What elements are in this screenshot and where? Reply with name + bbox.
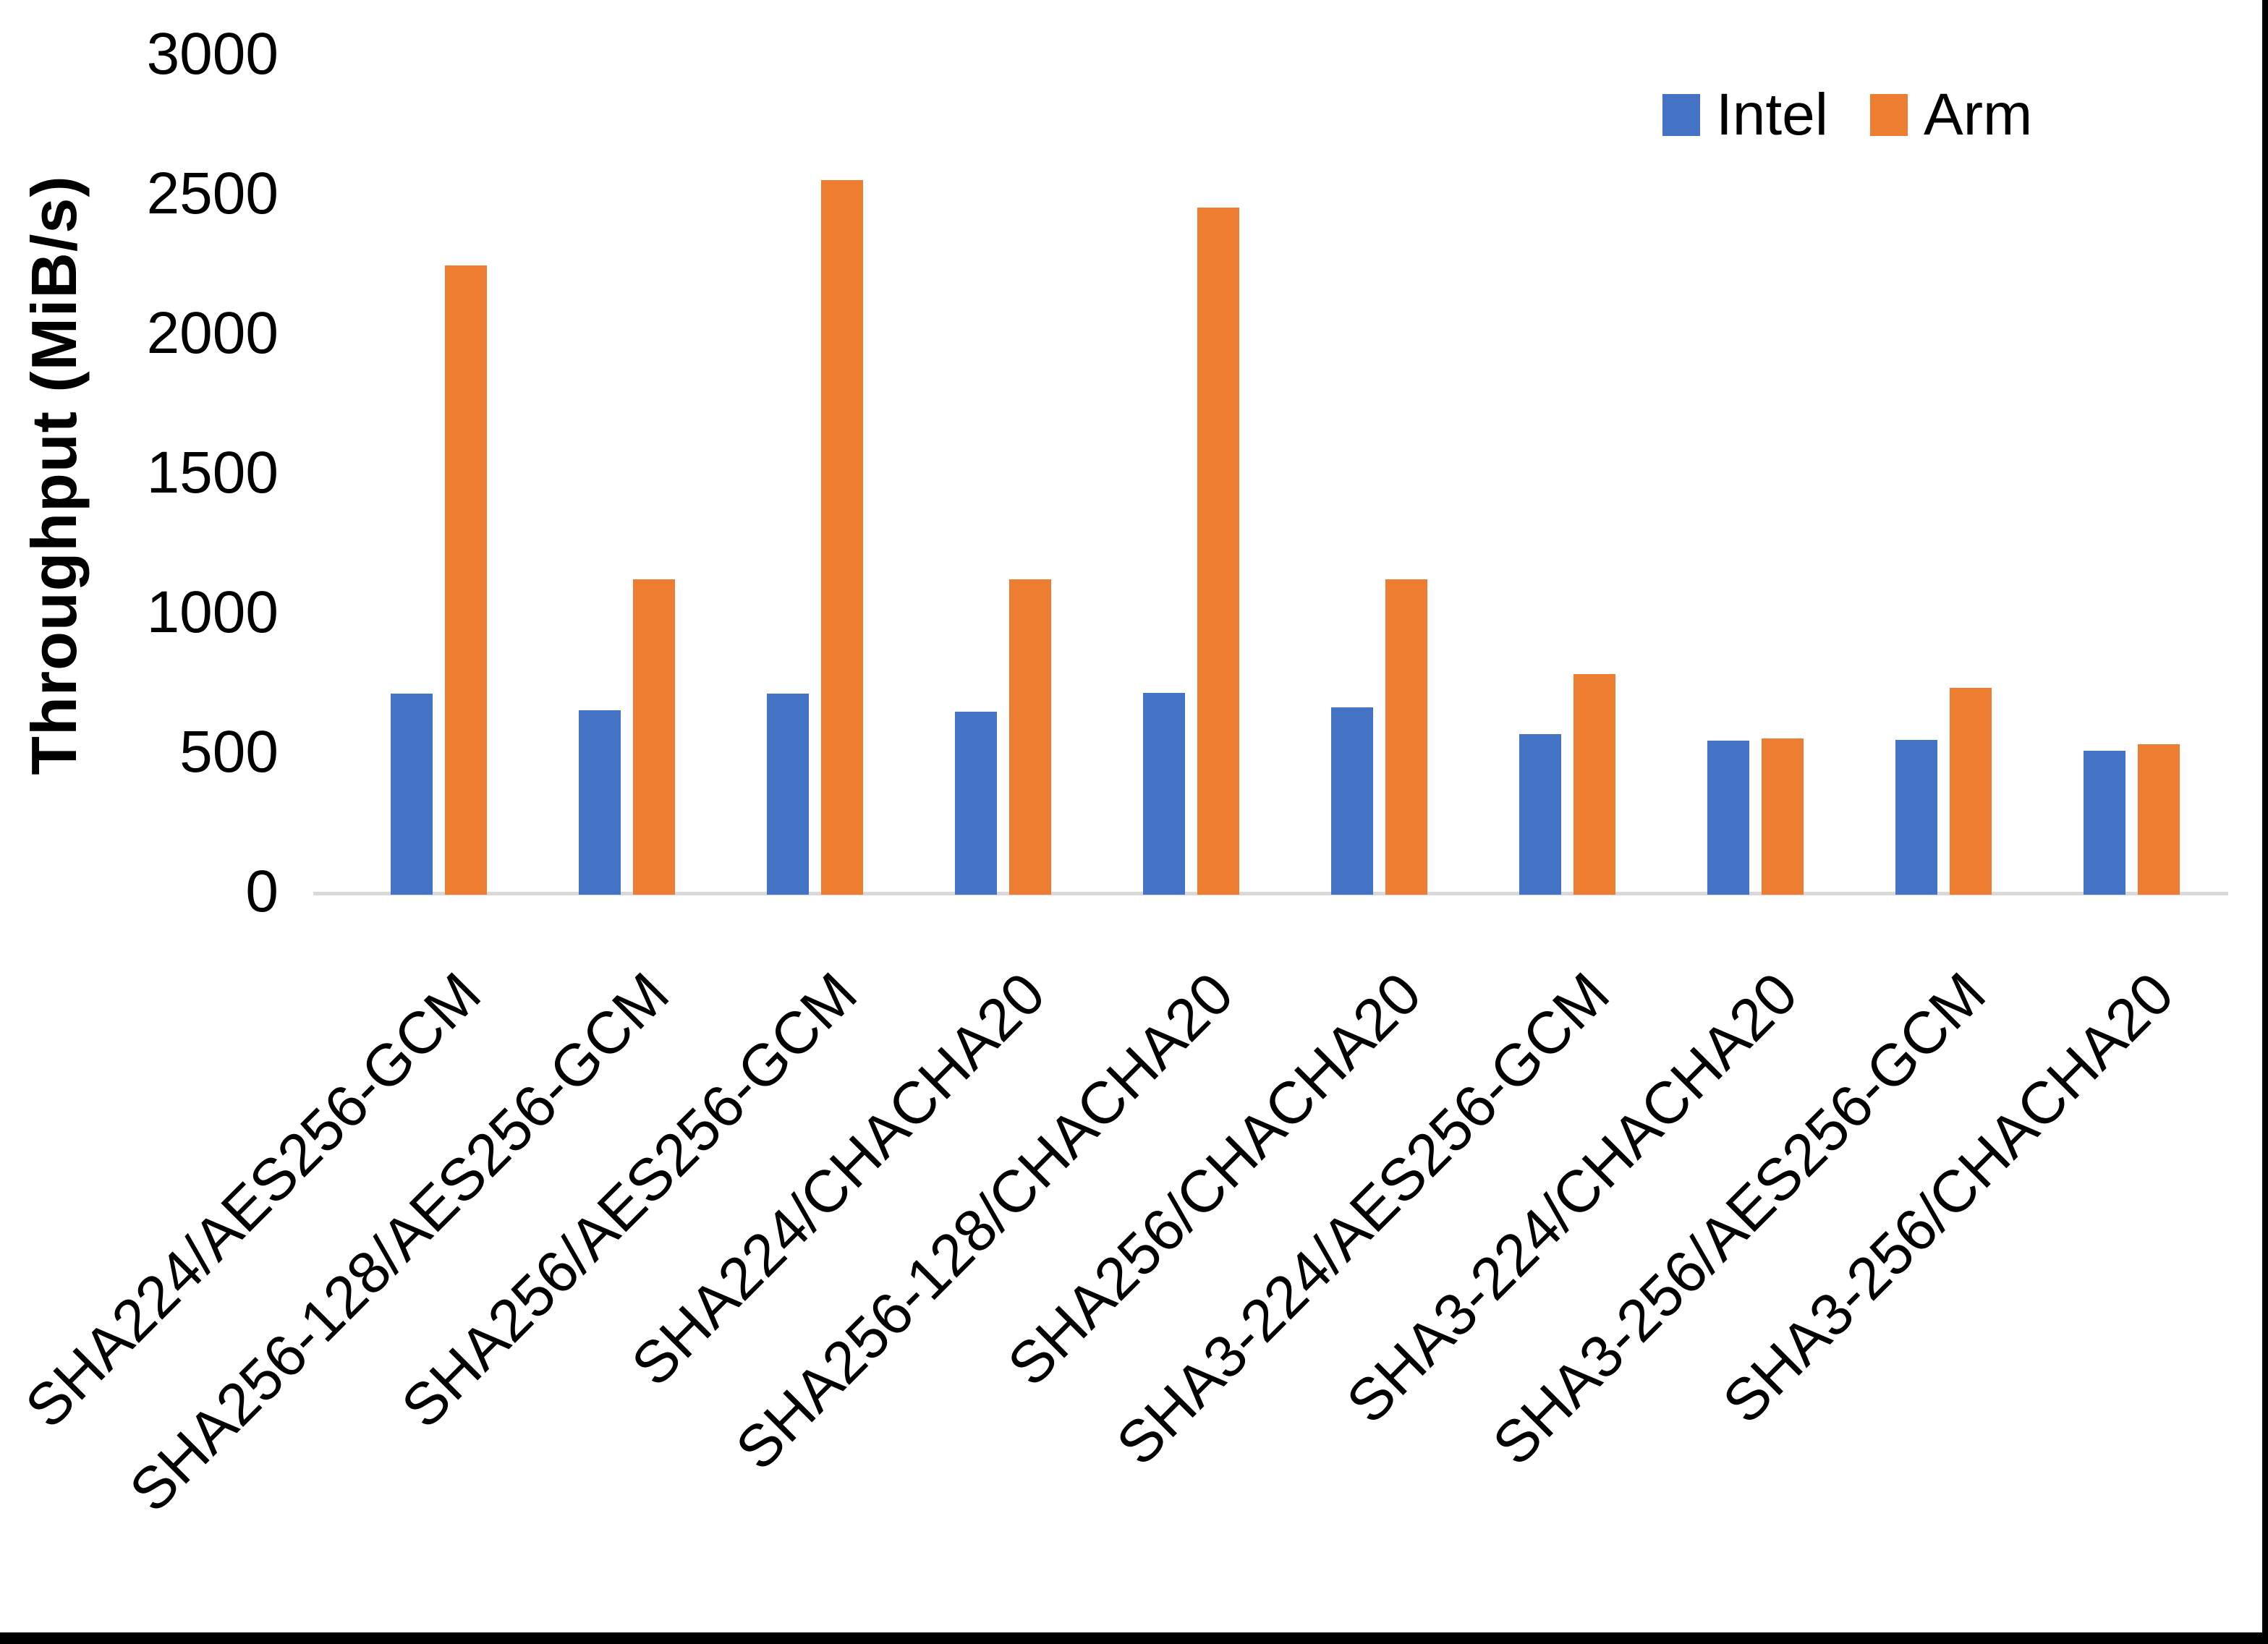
legend-item-intel: Intel [1662, 81, 1828, 149]
bar-intel-SHA224/AES256-GCM [391, 694, 433, 895]
bar-intel-SHA256-128/AES256-GCM [579, 710, 621, 895]
intel-series-swatch-icon [1662, 94, 1700, 136]
bar-intel-SHA256/CHACHA20 [1331, 707, 1373, 895]
bar-intel-SHA224/CHACHA20 [955, 712, 997, 895]
page-edge-bottom [0, 1632, 2268, 1644]
legend-item-arm: Arm [1870, 81, 2032, 149]
bar-intel-SHA3-256/CHACHA20 [2084, 751, 2125, 895]
bar-intel-SHA3-224/AES256-GCM [1519, 734, 1561, 895]
legend-label-arm: Arm [1924, 82, 2033, 148]
y-tick-label-2500: 2500 [146, 161, 279, 226]
x-axis-line [313, 892, 2228, 895]
bar-arm-SHA224/AES256-GCM [445, 265, 487, 895]
bar-arm-SHA256-128/AES256-GCM [633, 579, 675, 895]
y-tick-label-0: 0 [245, 859, 279, 924]
arm-series-swatch-icon [1870, 94, 1908, 136]
bar-arm-SHA3-256/AES256-GCM [1950, 688, 1992, 895]
y-tick-label-2000: 2000 [146, 300, 279, 366]
legend-label-intel: Intel [1716, 82, 1828, 148]
bar-intel-SHA256/AES256-GCM [767, 694, 809, 895]
bar-intel-SHA256-128/CHACHA20 [1143, 693, 1185, 895]
y-tick-label-3000: 3000 [146, 21, 279, 87]
bar-arm-SHA3-224/CHACHA20 [1762, 738, 1804, 895]
bar-arm-SHA3-224/AES256-GCM [1573, 674, 1615, 895]
legend: Intel Arm [1662, 81, 2032, 149]
bar-intel-SHA3-224/CHACHA20 [1707, 741, 1749, 895]
y-tick-label-500: 500 [179, 719, 279, 785]
bar-arm-SHA256/AES256-GCM [821, 180, 863, 895]
bar-intel-SHA3-256/AES256-GCM [1895, 740, 1937, 895]
bar-arm-SHA256/CHACHA20 [1385, 579, 1427, 895]
y-tick-label-1500: 1500 [146, 440, 279, 506]
page-edge-right [2262, 0, 2268, 1644]
bar-arm-SHA224/CHACHA20 [1009, 579, 1051, 895]
bar-arm-SHA256-128/CHACHA20 [1197, 208, 1239, 895]
bar-arm-SHA3-256/CHACHA20 [2138, 744, 2180, 895]
y-tick-label-1000: 1000 [146, 579, 279, 645]
